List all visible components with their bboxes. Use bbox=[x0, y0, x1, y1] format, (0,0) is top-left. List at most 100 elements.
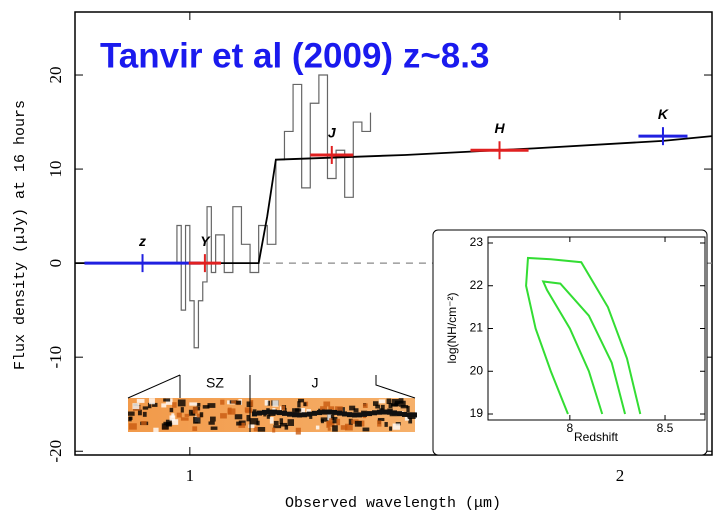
cutout-pixel bbox=[149, 398, 155, 405]
cutout-pixel bbox=[375, 404, 381, 409]
cutout-trace bbox=[347, 412, 352, 418]
cutout-pixel bbox=[161, 423, 169, 430]
cutout-pixel bbox=[309, 414, 313, 419]
cutout-pixel bbox=[315, 425, 320, 430]
cutout-pixel bbox=[193, 416, 201, 424]
y-tick-label: 21 bbox=[470, 321, 484, 335]
cutout-pixel bbox=[269, 416, 274, 424]
cutout-pixel bbox=[199, 412, 204, 418]
cutout-pixel bbox=[320, 417, 329, 422]
cutout-pixel bbox=[220, 399, 225, 405]
cutout-pixel bbox=[257, 427, 266, 432]
cutout-pixel bbox=[266, 414, 271, 419]
cutout-trace bbox=[377, 409, 382, 415]
y-tick-label: 20 bbox=[46, 67, 65, 84]
cutout-pixel bbox=[142, 406, 149, 410]
cutout-pixel bbox=[399, 400, 406, 407]
cutout-pixel bbox=[176, 412, 182, 418]
cutout-pixel bbox=[137, 409, 142, 416]
bracket bbox=[127, 374, 181, 399]
y-tick-label: -10 bbox=[46, 346, 65, 369]
cutout-trace bbox=[327, 409, 332, 415]
cutout-pixel bbox=[267, 400, 271, 406]
cutout-pixel bbox=[273, 420, 279, 426]
cutout-pixel bbox=[161, 403, 167, 408]
cutout-pixel bbox=[210, 426, 218, 430]
cutout-pixel bbox=[404, 416, 410, 421]
cutout-pixel bbox=[189, 402, 198, 406]
cutout-pixel bbox=[388, 403, 393, 409]
cutout-pixel bbox=[329, 418, 333, 425]
cutout-pixel bbox=[326, 420, 330, 428]
cutout-pixel bbox=[180, 407, 184, 413]
cutout-pixel bbox=[392, 423, 401, 430]
cutout-pixel bbox=[384, 422, 388, 427]
cutout-pixel bbox=[394, 402, 399, 407]
cutout-pixel bbox=[353, 408, 359, 413]
cutouts: SZ J bbox=[127, 374, 417, 435]
cutout-trace bbox=[307, 411, 312, 417]
y-tick-label: 0 bbox=[46, 259, 65, 268]
cutout-trace bbox=[367, 411, 372, 417]
cutout-trace bbox=[312, 410, 317, 416]
cutout-trace bbox=[402, 411, 407, 417]
cutout-pixel bbox=[391, 399, 399, 406]
cutout-pixel bbox=[253, 426, 258, 432]
cutout-pixel bbox=[163, 398, 171, 402]
cutout-pixel bbox=[235, 400, 242, 405]
cutout-trace bbox=[282, 410, 287, 416]
cutout-pixel bbox=[362, 403, 368, 409]
cutout-pixel bbox=[220, 413, 227, 419]
cutout-pixel bbox=[238, 422, 246, 428]
cutout-pixel bbox=[354, 420, 362, 427]
y-tick-label: 20 bbox=[470, 363, 484, 377]
cutout-pixel bbox=[378, 399, 386, 404]
cutout-pixel bbox=[273, 425, 282, 429]
cutout-pixel bbox=[264, 399, 269, 406]
cutout-pixel bbox=[236, 421, 242, 426]
photometry-label: J bbox=[328, 125, 337, 141]
x-axis-label: Observed wavelength (μm) bbox=[285, 495, 501, 512]
x-tick-label: 8 bbox=[567, 421, 574, 435]
cutout-pixel bbox=[245, 409, 253, 414]
cutout-pixel bbox=[335, 406, 343, 412]
cutout-pixel bbox=[377, 417, 385, 422]
cutout-pixel bbox=[196, 413, 203, 418]
cutout-texture bbox=[128, 398, 417, 435]
cutout-pixel bbox=[248, 424, 255, 428]
cutout-pixel bbox=[349, 405, 356, 411]
cutout-pixel bbox=[406, 405, 410, 413]
cutout-label: SZ bbox=[206, 375, 224, 391]
cutout-pixel bbox=[362, 427, 370, 432]
cutout-pixel bbox=[320, 419, 324, 424]
photometry-label: H bbox=[494, 120, 505, 136]
cutout-pixel bbox=[336, 418, 341, 426]
cutout-trace bbox=[287, 411, 292, 417]
cutout-pixel bbox=[202, 405, 210, 409]
cutout-pixel bbox=[327, 427, 331, 431]
cutout-pixel bbox=[272, 400, 279, 407]
cutout-pixel bbox=[332, 417, 338, 424]
cutout-pixel bbox=[210, 416, 216, 422]
photometry-label: Y bbox=[200, 233, 211, 249]
cutout-pixel bbox=[256, 420, 260, 426]
cutout-pixel bbox=[279, 418, 284, 425]
cutout-trace bbox=[407, 412, 412, 418]
cutout-trace bbox=[397, 411, 402, 417]
cutout-pixel bbox=[171, 419, 179, 425]
cutout-trace bbox=[372, 410, 377, 416]
cutout-pixel bbox=[344, 423, 353, 431]
y-tick-label: 23 bbox=[470, 235, 484, 249]
cutout-pixel bbox=[340, 425, 348, 430]
cutout-pixel bbox=[227, 408, 236, 415]
cutout-pixel bbox=[169, 407, 174, 413]
model-line bbox=[75, 135, 713, 265]
cutout-trace bbox=[337, 410, 342, 416]
chart-title: Tanvir et al (2009) z~8.3 bbox=[100, 36, 489, 75]
bracket bbox=[375, 375, 416, 399]
cutout-trace bbox=[252, 411, 257, 417]
cutout-pixel bbox=[231, 400, 237, 404]
cutout-pixel bbox=[249, 400, 254, 407]
